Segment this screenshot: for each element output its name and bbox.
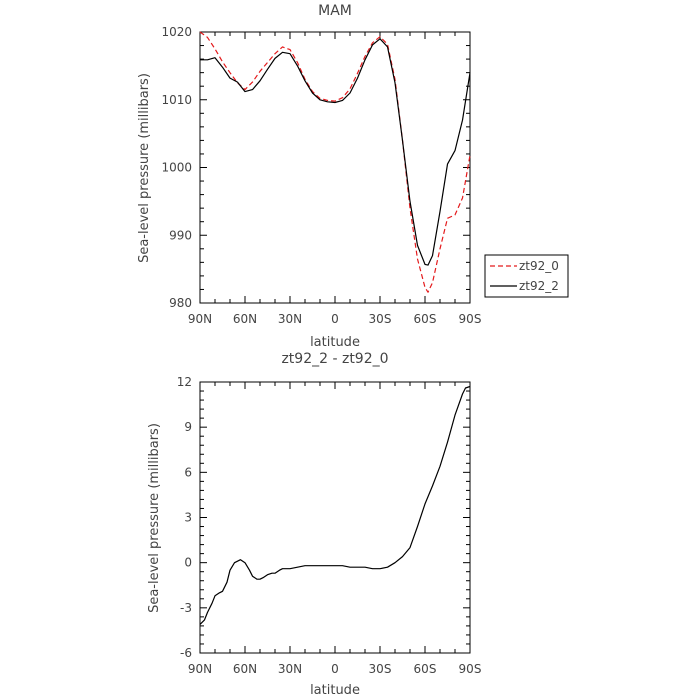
bottom-x-tick-labels: 90N 60N 30N 0 30S 60S 90S bbox=[188, 662, 482, 676]
bottom-y-tick-label: -3 bbox=[180, 601, 192, 615]
bottom-y-tick-label: -6 bbox=[180, 646, 192, 660]
bottom-y-tick-labels: -6 -3 0 3 6 9 12 bbox=[177, 375, 192, 660]
bottom-y-axis-label: Sea-level pressure (millibars) bbox=[147, 423, 162, 613]
top-x-tick-label: 60S bbox=[414, 312, 437, 326]
top-y-axis-label: Sea-level pressure (millibars) bbox=[137, 73, 152, 263]
top-x-tick-labels: 90N 60N 30N 0 30S 60S 90S bbox=[188, 312, 482, 326]
bottom-panel: zt92_2 - zt92_0 -6 -3 0 3 6 9 12 90N 60N 30N 0 30S… bbox=[147, 351, 481, 698]
bottom-series-line-0 bbox=[199, 385, 471, 625]
legend-label-series-0: zt92_0 bbox=[519, 259, 559, 273]
top-x-tick-label: 90S bbox=[459, 312, 482, 326]
bottom-series-lines bbox=[199, 385, 471, 625]
top-series-lines bbox=[199, 31, 471, 293]
top-y-tick-label: 1000 bbox=[161, 161, 192, 175]
top-chart-title: MAM bbox=[318, 3, 352, 19]
top-y-tick-labels: 980 990 1000 1010 1020 bbox=[161, 25, 192, 310]
top-y-tick-label: 1020 bbox=[161, 25, 192, 39]
top-y-tick-label: 980 bbox=[169, 296, 192, 310]
bottom-x-tick-label: 60S bbox=[414, 662, 437, 676]
top-y-tick-label: 990 bbox=[169, 228, 192, 242]
top-x-tick-label: 30N bbox=[278, 312, 302, 326]
top-x-tick-label: 60N bbox=[233, 312, 257, 326]
bottom-x-tick-label: 30N bbox=[278, 662, 302, 676]
bottom-x-axis-label: latitude bbox=[310, 683, 360, 698]
top-x-tick-label: 30S bbox=[369, 312, 392, 326]
top-series-line-0 bbox=[199, 31, 471, 293]
bottom-y-tick-label: 9 bbox=[184, 420, 192, 434]
bottom-x-tick-label: 90S bbox=[459, 662, 482, 676]
bottom-chart-title: zt92_2 - zt92_0 bbox=[281, 351, 388, 367]
bottom-x-tick-label: 60N bbox=[233, 662, 257, 676]
bottom-y-tick-label: 0 bbox=[184, 556, 192, 570]
legend: zt92_0 zt92_2 bbox=[484, 254, 569, 298]
top-series-line-1 bbox=[200, 38, 471, 266]
legend-box bbox=[484, 254, 569, 298]
top-x-tick-label: 90N bbox=[188, 312, 212, 326]
bottom-y-tick-label: 6 bbox=[184, 465, 192, 479]
top-axis-ticks bbox=[199, 31, 471, 304]
bottom-plot-frame bbox=[199, 381, 471, 654]
legend-label-series-1: zt92_2 bbox=[519, 279, 559, 293]
bottom-axis-ticks bbox=[199, 381, 471, 654]
bottom-y-tick-label: 12 bbox=[177, 375, 192, 389]
top-x-tick-label: 0 bbox=[331, 312, 339, 326]
bottom-x-tick-label: 0 bbox=[331, 662, 339, 676]
top-y-tick-label: 1010 bbox=[161, 93, 192, 107]
bottom-x-tick-label: 90N bbox=[188, 662, 212, 676]
bottom-y-tick-label: 3 bbox=[184, 511, 192, 525]
top-x-axis-label: latitude bbox=[310, 335, 360, 350]
bottom-x-tick-label: 30S bbox=[369, 662, 392, 676]
